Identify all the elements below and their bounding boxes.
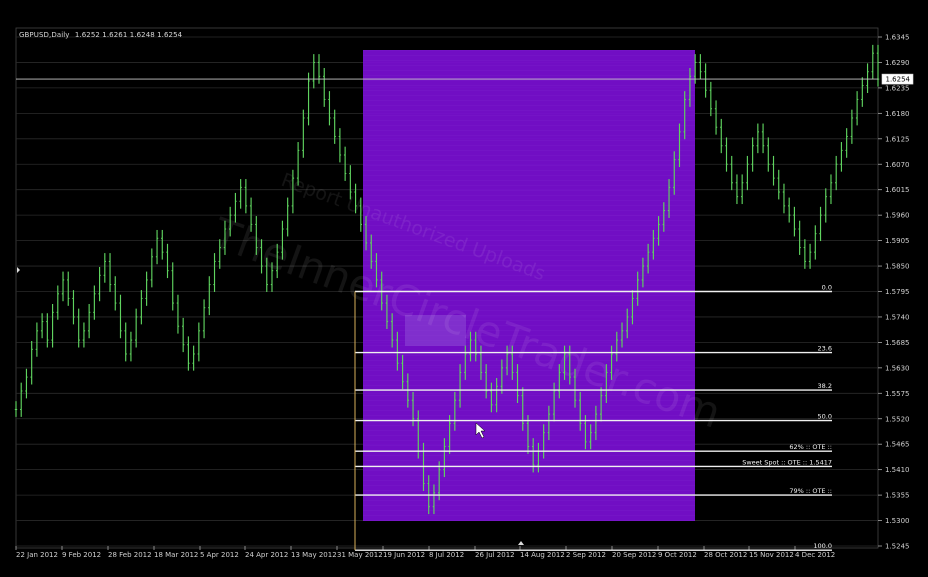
x-tick-label: 28 Oct 2012 [704, 551, 747, 559]
x-tick-label: 19 Jun 2012 [383, 551, 425, 559]
y-tick-label: 1.5520 [885, 415, 910, 423]
left-scroll-marker-icon [17, 267, 20, 273]
x-tick-label: 5 Apr 2012 [200, 551, 239, 559]
fib-level-label: 38.2 [818, 382, 832, 390]
x-tick-label: 9 Feb 2012 [62, 551, 101, 559]
y-tick-label: 1.5300 [885, 517, 910, 525]
x-tick-label: 8 Jul 2012 [429, 551, 464, 559]
y-tick-label: 1.5630 [885, 364, 910, 372]
x-tick-label: 28 Feb 2012 [108, 551, 152, 559]
y-tick-label: 1.5740 [885, 313, 910, 321]
fib-level-label: 0.0 [822, 284, 832, 292]
y-tick-label: 1.6180 [885, 110, 910, 118]
x-tick-label: 18 Mar 2012 [154, 551, 198, 559]
x-tick-label: 15 Nov 2012 [749, 551, 794, 559]
y-tick-label: 1.6290 [885, 59, 910, 67]
bottom-scroll-marker-icon [518, 541, 524, 545]
fib-level-label: 79% :: OTE :: [789, 487, 832, 495]
mouse-cursor-icon [475, 422, 486, 439]
symbol-timeframe-label: GBPUSD,Daily [19, 31, 70, 39]
x-tick-label: 2 Sep 2012 [566, 551, 606, 559]
y-tick-label: 1.6235 [885, 84, 910, 92]
x-tick-label: 13 May 2012 [291, 551, 337, 559]
x-tick-label: 22 Jan 2012 [16, 551, 58, 559]
fib-level-label: Sweet Spot :: OTE :: 1.5417 [742, 458, 832, 466]
y-tick-label: 1.5355 [885, 492, 910, 500]
x-tick-label: 20 Sep 2012 [612, 551, 656, 559]
y-tick-label: 1.5685 [885, 339, 910, 347]
y-tick-label: 1.5575 [885, 390, 910, 398]
y-tick-label: 1.5465 [885, 441, 910, 449]
y-tick-label: 1.5960 [885, 212, 910, 220]
current-price-box [881, 73, 914, 85]
selection-box [405, 315, 466, 346]
y-tick-label: 1.5410 [885, 466, 910, 474]
y-tick-label: 1.5850 [885, 263, 910, 271]
y-tick-label: 1.6345 [885, 34, 910, 42]
plot-frame [15, 27, 879, 549]
x-tick-label: 14 Aug 2012 [520, 551, 565, 559]
y-tick-label: 1.6070 [885, 161, 910, 169]
current-price-label: 1.6254 [886, 76, 911, 84]
fib-level-label: 50.0 [818, 413, 832, 421]
y-tick-label: 1.6015 [885, 186, 910, 194]
y-tick-label: 1.5905 [885, 237, 910, 245]
chart-header: GBPUSD,Daily 1.6252 1.6261 1.6248 1.6254 [19, 31, 185, 39]
y-tick-label: 1.5245 [885, 543, 910, 551]
fib-level-label: 100.0 [813, 542, 832, 550]
x-tick-label: 26 Jul 2012 [475, 551, 515, 559]
y-tick-label: 1.6125 [885, 135, 910, 143]
ohlc-label: 1.6252 1.6261 1.6248 1.6254 [74, 31, 183, 39]
fib-level-label: 23.6 [818, 345, 832, 353]
x-tick-label: 31 May 2012 [337, 551, 383, 559]
fib-level-label: 62% :: OTE :: [789, 443, 832, 451]
x-tick-label: 9 Oct 2012 [658, 551, 697, 559]
y-tick-label: 1.5795 [885, 288, 910, 296]
x-tick-label: 24 Apr 2012 [245, 551, 288, 559]
x-tick-label: 4 Dec 2012 [795, 551, 835, 559]
